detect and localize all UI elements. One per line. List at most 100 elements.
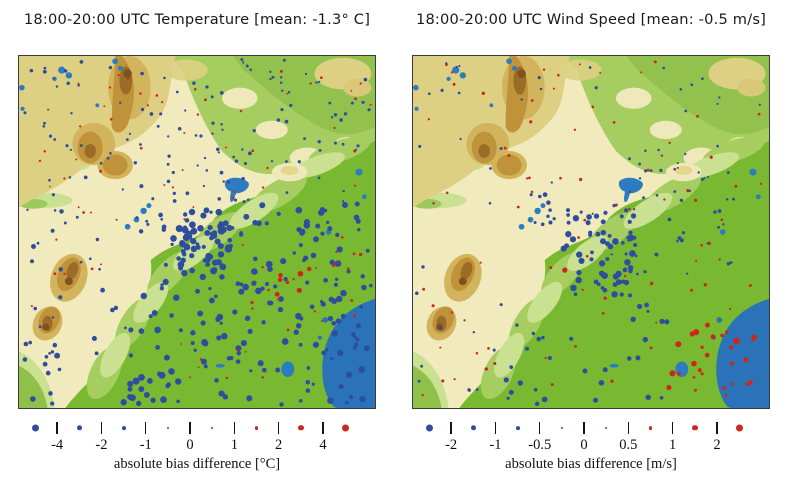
bias-dot <box>588 230 593 235</box>
bias-dot <box>208 297 215 304</box>
bias-dot <box>360 274 365 279</box>
bias-dot <box>201 244 206 249</box>
bias-dot <box>120 399 127 406</box>
bias-dot <box>330 116 334 119</box>
bias-dot <box>595 231 601 237</box>
bias-dot <box>619 214 624 219</box>
bias-dot <box>552 87 555 90</box>
bias-dot <box>63 272 66 275</box>
bias-dot <box>556 73 560 77</box>
bias-dot <box>233 190 236 193</box>
bias-dot <box>29 68 34 73</box>
bias-dot <box>598 380 605 386</box>
bias-dot <box>259 202 266 209</box>
bias-dot <box>109 118 113 121</box>
bias-dot <box>542 68 546 71</box>
bias-dot <box>427 118 430 121</box>
bias-dot <box>627 293 633 298</box>
bias-dot <box>298 243 303 248</box>
bias-dot <box>718 96 721 99</box>
bias-dot <box>38 325 42 329</box>
bias-dot <box>541 335 545 340</box>
bias-dot <box>700 345 704 349</box>
bias-dot <box>282 58 286 62</box>
legend-tick-label: -0.5 <box>528 437 552 453</box>
bias-dot <box>751 339 754 343</box>
bias-dot <box>318 148 322 152</box>
bias-dot <box>279 69 283 73</box>
bias-dot <box>221 128 224 131</box>
bias-dot <box>627 356 632 361</box>
bias-dot <box>615 279 622 286</box>
bias-dot <box>341 200 345 203</box>
bias-dot <box>219 274 225 280</box>
bias-dot <box>217 242 224 250</box>
bias-dot <box>106 156 110 160</box>
bias-dot <box>299 230 305 236</box>
bias-dot <box>280 258 287 265</box>
bias-dot <box>569 336 574 341</box>
bias-dot <box>690 83 694 87</box>
bias-dot <box>709 155 713 159</box>
bias-dot <box>359 304 364 309</box>
bias-dot <box>600 229 607 236</box>
bias-dot <box>268 300 274 306</box>
bias-dot <box>77 82 80 85</box>
bias-dot <box>729 307 732 311</box>
legend-tick-label: 1 <box>669 437 677 453</box>
bias-dot <box>292 278 295 281</box>
bias-dot <box>303 137 306 141</box>
bias-dot <box>306 366 311 370</box>
legend-tick <box>450 422 452 434</box>
bias-dot <box>279 402 284 407</box>
bias-dot <box>517 380 523 386</box>
bias-dot <box>655 193 659 197</box>
bias-dot <box>289 103 293 107</box>
bias-dot <box>605 257 610 261</box>
bias-dot <box>748 379 753 385</box>
bias-dot <box>546 214 550 219</box>
bias-dot <box>297 160 301 164</box>
legend-size-dot <box>298 425 304 431</box>
bias-dot <box>42 124 46 128</box>
bias-dot <box>317 176 321 180</box>
bias-dot <box>189 267 195 274</box>
bias-dot <box>536 336 541 342</box>
bias-dot <box>310 252 317 259</box>
bias-dot <box>509 365 514 369</box>
bias-dot <box>346 267 350 270</box>
bias-dot <box>165 383 171 389</box>
bias-dot <box>506 396 510 400</box>
bias-dot <box>269 77 272 81</box>
bias-dot <box>583 218 587 222</box>
bias-dot <box>292 251 297 255</box>
bias-dot <box>592 397 599 403</box>
bias-dot <box>179 240 186 248</box>
bias-dot <box>267 288 270 292</box>
bias-dot <box>276 211 281 217</box>
legend-size-dot <box>76 425 82 431</box>
bias-dot <box>284 160 288 163</box>
bias-dot <box>33 306 38 311</box>
bias-dot <box>716 102 719 105</box>
legend-tick <box>539 422 541 434</box>
bias-dot <box>201 358 207 365</box>
bias-dot <box>205 207 209 212</box>
bias-dot <box>51 193 55 197</box>
bias-dot <box>673 167 676 171</box>
bias-dot <box>700 177 704 182</box>
bias-dot <box>697 368 702 373</box>
bias-dot <box>645 394 651 401</box>
bias-dot <box>353 149 357 153</box>
bias-dot <box>224 245 233 253</box>
bias-dot <box>550 181 553 184</box>
bias-dot <box>190 330 196 336</box>
bias-dot <box>340 289 347 297</box>
bias-dot <box>539 87 543 91</box>
bias-dot <box>570 284 577 292</box>
bias-dot <box>318 80 321 84</box>
bias-dot <box>323 277 328 283</box>
bias-dot <box>243 161 248 166</box>
bias-dot <box>63 69 68 73</box>
bias-dot <box>185 191 190 196</box>
